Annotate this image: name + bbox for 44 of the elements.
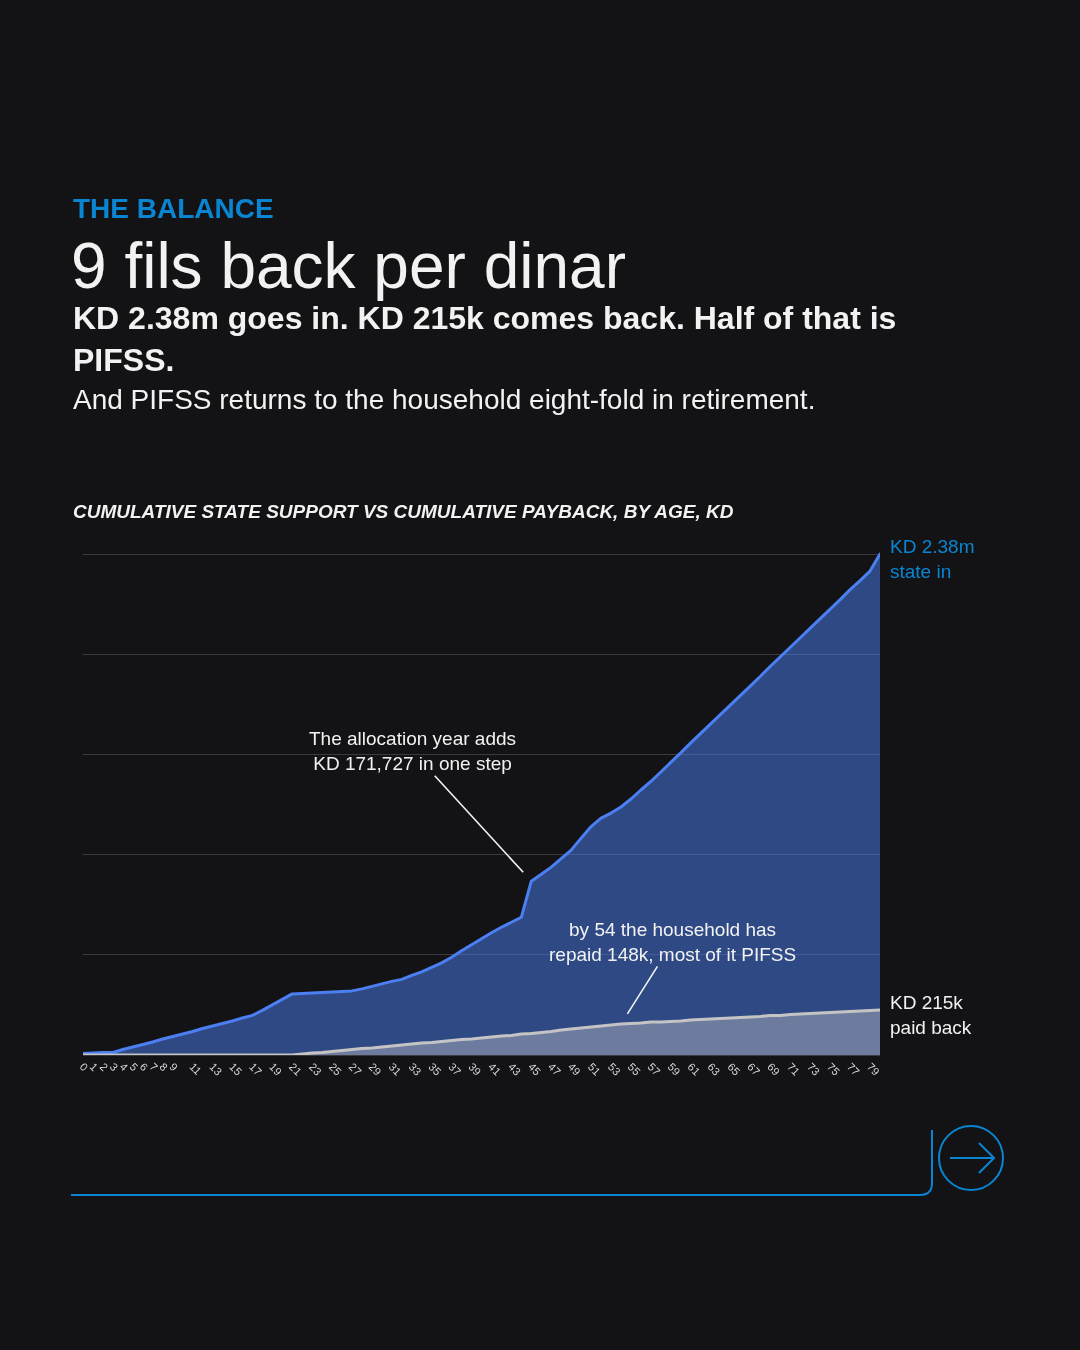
x-tick-label: 57: [645, 1060, 663, 1078]
x-tick-label: 77: [844, 1060, 862, 1078]
chart-subtitle: KD 2.38m goes in. KD 215k comes back. Half of that is PIFSS.: [73, 300, 897, 378]
x-tick-label: 21: [286, 1060, 305, 1078]
annotation: The allocation year adds KD 171,727 in one step: [309, 728, 517, 774]
x-tick-label: 23: [306, 1060, 324, 1078]
x-tick-label: 51: [585, 1060, 603, 1078]
x-tick-label: 41: [486, 1060, 504, 1078]
x-tick-label: 31: [386, 1060, 404, 1078]
x-tick-label: 47: [545, 1060, 564, 1078]
x-tick-label: 73: [804, 1060, 823, 1078]
x-tick-label: 27: [346, 1060, 364, 1078]
x-tick-label: 33: [406, 1060, 424, 1078]
x-tick-label: 61: [685, 1060, 703, 1078]
x-tick-label: 69: [765, 1060, 783, 1078]
x-tick-label: 25: [326, 1060, 344, 1078]
x-tick-label: 19: [266, 1060, 285, 1078]
chart-title: 9 fils back per dinar: [71, 230, 626, 303]
annotation: KD 2.38m state in: [890, 536, 975, 582]
x-tick-label: 37: [446, 1060, 464, 1078]
text: THE BALANCE: [73, 193, 274, 224]
x-tick-label: 35: [426, 1060, 444, 1078]
x-tick-label: 49: [565, 1060, 583, 1078]
x-tick-label: 65: [725, 1060, 743, 1078]
x-tick-label: 11: [187, 1060, 204, 1078]
annotation: KD 215k paid back: [890, 992, 972, 1038]
x-tick-label: 71: [785, 1060, 803, 1078]
x-tick-label: 45: [526, 1060, 544, 1078]
x-tick-label: 55: [625, 1060, 643, 1078]
x-tick-label: 53: [605, 1060, 623, 1078]
x-tick-label: 59: [665, 1060, 683, 1078]
x-tick-label: 79: [864, 1060, 882, 1078]
x-tick-label: 43: [506, 1060, 524, 1078]
x-tick-label: 39: [466, 1060, 484, 1078]
x-tick-label: 15: [227, 1060, 245, 1078]
annotation: by 54 the household has repaid 148k, most of it PIFSS: [549, 919, 797, 965]
x-tick-label: 63: [705, 1060, 723, 1078]
text: And PIFSS returns to the household eight-fold in retirement.: [73, 384, 816, 415]
x-tick-label: 75: [824, 1060, 843, 1078]
x-tick-label: 13: [207, 1060, 225, 1078]
text: CUMULATIVE STATE SUPPORT VS CUMULATIVE PAYBACK, BY AGE, KD: [73, 501, 734, 522]
x-tick-label: 17: [247, 1060, 265, 1078]
x-tick-label: 67: [745, 1060, 763, 1078]
x-tick-label: 29: [366, 1060, 384, 1078]
